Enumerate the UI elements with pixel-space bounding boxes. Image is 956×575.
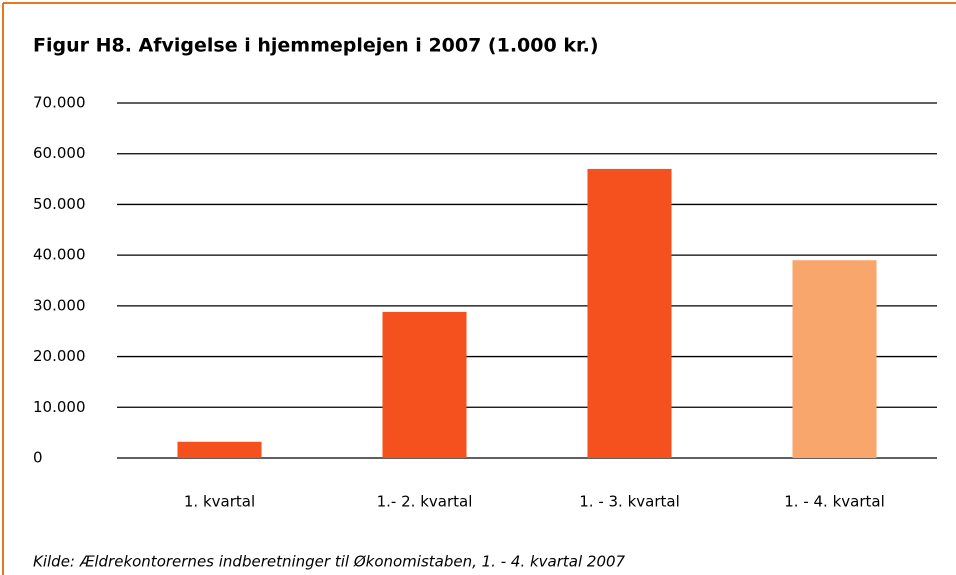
y-tick-label: 20.000: [33, 347, 86, 365]
bar: [587, 168, 672, 458]
y-tick-label: 60.000: [33, 144, 86, 162]
y-tick-label: 30.000: [33, 296, 86, 314]
bar: [382, 311, 467, 458]
x-tick-label: 1. kvartal: [184, 493, 255, 511]
bar: [792, 260, 877, 458]
y-tick-label: 10.000: [33, 398, 86, 416]
x-tick-label: 1. - 3. kvartal: [579, 493, 680, 511]
y-tick-label: 0: [33, 449, 43, 467]
y-tick-label: 40.000: [33, 246, 86, 264]
source-note: Kilde: Ældrekontorernes indberetninger t…: [33, 553, 626, 571]
y-tick-label: 50.000: [33, 195, 86, 213]
y-tick-label: 70.000: [33, 94, 86, 112]
x-tick-label: 1. - 4. kvartal: [784, 493, 885, 511]
x-tick-label: 1.- 2. kvartal: [377, 493, 473, 511]
chart-title: Figur H8. Afvigelse i hjemmeplejen i 200…: [33, 35, 599, 57]
bar: [177, 441, 262, 458]
